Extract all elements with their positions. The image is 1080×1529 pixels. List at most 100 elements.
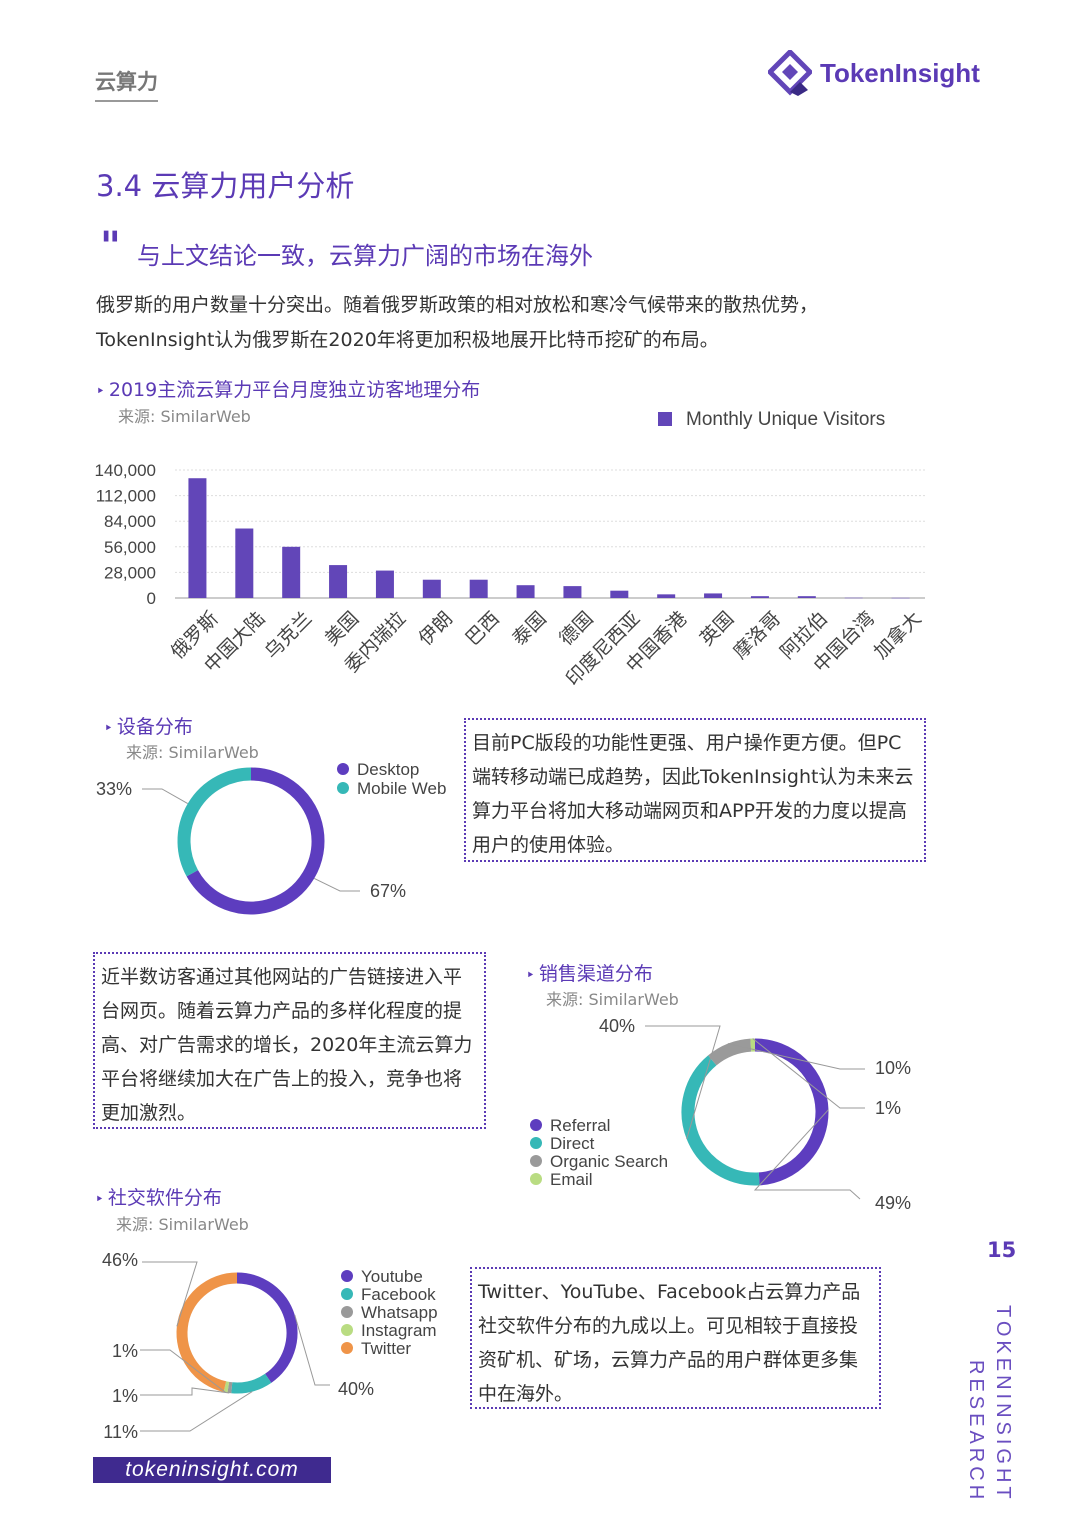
bar: [469, 579, 488, 598]
y-tick-label: 56,000: [104, 538, 156, 557]
donut-slice: [681, 1055, 760, 1186]
geo-chart-source: 来源: SimilarWeb: [118, 407, 251, 426]
leader-line: [314, 877, 360, 892]
value-label: 40%: [338, 1379, 374, 1399]
leader-line: [140, 1349, 226, 1393]
channel-note-box: 近半数访客通过其他网站的广告链接进入平台网页。随着云算力产品的多样化程度的提高、…: [93, 952, 486, 1129]
x-tick-label-group: 加拿大: [869, 607, 926, 664]
legend-swatch: [658, 412, 672, 426]
leader-line: [142, 1261, 198, 1327]
legend-label: Mobile Web: [357, 779, 446, 798]
legend-label: Monthly Unique Visitors: [686, 409, 885, 430]
x-tick-label-group: 伊朗: [415, 608, 457, 650]
x-tick-label-group: 德国: [555, 608, 597, 650]
legend-dot: [341, 1342, 353, 1354]
bar: [657, 594, 676, 598]
vertical-research-text: RESEARCH: [965, 1360, 987, 1504]
bar: [563, 586, 582, 598]
channel-chart-title: 销售渠道分布: [526, 959, 653, 986]
bar: [797, 596, 816, 598]
legend-dot: [337, 763, 349, 775]
value-label: 11%: [103, 1422, 138, 1442]
tokeninsight-logo-icon: [768, 50, 812, 96]
vertical-brand-text: TOKENINSIGHT: [992, 1305, 1014, 1503]
leader-line: [140, 1391, 253, 1432]
x-tick-label: 英国: [696, 608, 738, 650]
legend-label: Whatsapp: [361, 1303, 438, 1322]
leader-line: [294, 1314, 330, 1386]
value-label: 1%: [112, 1341, 138, 1361]
bar: [282, 546, 301, 598]
device-note-box: 目前PC版段的功能性更强、用户操作更方便。但PC端转移动端已成趋势，因此Toke…: [464, 718, 926, 862]
footer-url-link[interactable]: tokeninsight.com: [93, 1457, 331, 1483]
legend-label: Desktop: [357, 760, 419, 779]
x-tick-label: 泰国: [508, 608, 550, 650]
value-label: 46%: [102, 1250, 138, 1270]
legend-dot: [530, 1137, 542, 1149]
y-tick-label: 140,000: [95, 461, 156, 480]
page-number: 15: [987, 1238, 1017, 1262]
device-chart-source: 来源: SimilarWeb: [126, 743, 259, 762]
y-tick-label: 0: [147, 589, 156, 608]
legend-dot: [530, 1119, 542, 1131]
leader-line: [142, 788, 188, 805]
brand-name: TokenInsight: [820, 58, 980, 88]
bar: [329, 565, 348, 598]
y-tick-label: 112,000: [96, 487, 156, 506]
bar: [704, 593, 723, 598]
social-chart-title: 社交软件分布: [95, 1183, 222, 1210]
legend-dot: [341, 1288, 353, 1300]
x-tick-label: 巴西: [461, 608, 503, 650]
channel-chart-source: 来源: SimilarWeb: [546, 990, 679, 1009]
brand-logo: TokenInsight: [768, 50, 1018, 100]
x-tick-label: 美国: [321, 608, 363, 650]
legend-dot: [341, 1324, 353, 1336]
x-tick-label-group: 摩洛哥: [729, 608, 785, 664]
bar: [610, 590, 629, 598]
x-tick-label-group: 美国: [321, 608, 363, 650]
donut-slice: [236, 1272, 298, 1383]
header-section-label: 云算力: [95, 66, 158, 102]
x-tick-label: 德国: [555, 608, 597, 650]
bar: [422, 579, 441, 598]
y-tick-label: 84,000: [104, 512, 156, 531]
donut-slice: [177, 767, 252, 877]
leader-line: [140, 1387, 230, 1396]
leader-line: [752, 1038, 865, 1109]
legend-label: Twitter: [361, 1339, 411, 1358]
x-tick-label: 乌克兰: [260, 608, 316, 664]
value-label: 49%: [875, 1193, 911, 1213]
donut-slice: [708, 1038, 752, 1066]
donut-slice: [223, 1381, 230, 1393]
bar: [750, 596, 769, 598]
value-label: 1%: [112, 1386, 138, 1406]
donut-slice: [186, 767, 325, 915]
bar: [516, 585, 535, 598]
geo-chart-title: 2019主流云算力平台月度独立访客地理分布: [96, 375, 480, 402]
legend-label: Organic Search: [550, 1152, 668, 1171]
intro-paragraph: 俄罗斯的用户数量十分突出。随着俄罗斯政策的相对放松和寒冷气候带来的散热优势，To…: [96, 294, 819, 351]
bar: [844, 597, 863, 599]
legend-dot: [530, 1155, 542, 1167]
bar: [235, 528, 254, 598]
legend-label: Referral: [550, 1116, 610, 1135]
legend-dot: [337, 782, 349, 794]
device-chart-title: 设备分布: [104, 712, 193, 739]
geo-bar-chart: 140,000112,00084,00056,00028,0000俄罗斯中国大陆…: [95, 409, 926, 690]
legend-dot: [341, 1306, 353, 1318]
legend-dot: [530, 1173, 542, 1185]
legend-label: Youtube: [361, 1267, 423, 1286]
legend-label: Email: [550, 1170, 593, 1189]
bar: [188, 478, 207, 598]
value-label: 33%: [96, 779, 132, 799]
y-tick-label: 28,000: [104, 563, 156, 582]
section-subtitle: 与上文结论一致，云算力广阔的市场在海外: [137, 242, 593, 270]
legend-label: Instagram: [361, 1321, 437, 1340]
x-tick-label-group: 泰国: [508, 608, 550, 650]
quote-mark-icon: ": [100, 224, 121, 270]
donut-slice: [231, 1373, 272, 1394]
social-chart-source: 来源: SimilarWeb: [116, 1215, 249, 1234]
legend-dot: [341, 1270, 353, 1282]
